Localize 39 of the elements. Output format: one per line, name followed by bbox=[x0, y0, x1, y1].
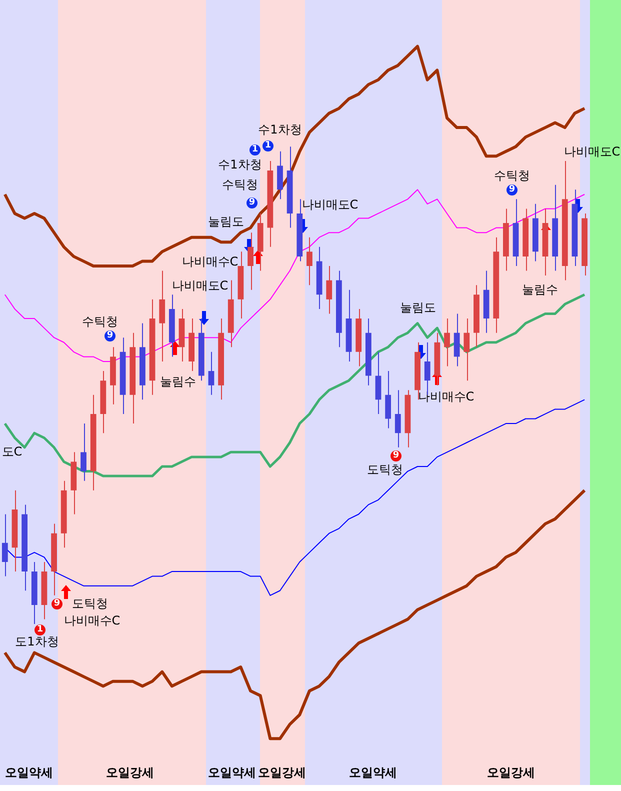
text: 오일강세 bbox=[487, 766, 535, 780]
candlestick bbox=[2, 514, 8, 577]
annotation: 나비매수C bbox=[418, 390, 474, 404]
candlestick bbox=[394, 390, 401, 448]
candlestick bbox=[80, 423, 86, 482]
text: 오일약세 bbox=[208, 766, 256, 780]
annotation: 눌림수 bbox=[160, 374, 196, 388]
candlestick bbox=[454, 313, 460, 367]
text: 오일약세 bbox=[5, 766, 53, 780]
annotation: 나비매수C bbox=[182, 254, 238, 268]
candlestick bbox=[277, 150, 283, 200]
candlestick bbox=[159, 270, 166, 362]
text: 오일강세 bbox=[106, 766, 154, 780]
annotation: 눌림도 bbox=[208, 214, 244, 228]
text: 수1차청 bbox=[258, 122, 302, 136]
text: 오일강세 bbox=[258, 766, 306, 780]
annotation: 도C bbox=[2, 444, 22, 458]
annotation: 도틱청 bbox=[72, 596, 108, 610]
text: 도1차청 bbox=[15, 634, 59, 648]
annotation: 나비매도C bbox=[302, 198, 358, 212]
candlestick bbox=[444, 318, 450, 367]
annotation: 수틱청 bbox=[494, 168, 530, 182]
annotation: 나비매도C bbox=[564, 144, 620, 158]
candlestick bbox=[385, 370, 392, 429]
candlestick bbox=[248, 232, 254, 290]
text: 오일약세 bbox=[349, 766, 397, 780]
annotation: 수틱청 bbox=[222, 178, 258, 192]
annotation: 나비매수C bbox=[64, 614, 120, 628]
candlestick bbox=[326, 265, 332, 314]
annotation: 수틱청 bbox=[82, 314, 118, 328]
candlestick bbox=[306, 236, 312, 286]
annotation: 눌림수 bbox=[522, 282, 558, 296]
annotation: 눌림도 bbox=[400, 300, 436, 314]
annotation: 도틱청 bbox=[367, 462, 403, 476]
candlestick bbox=[464, 318, 470, 382]
annotation: 나비매도C bbox=[172, 278, 228, 292]
annotation: 수1차청 bbox=[218, 158, 262, 172]
candlestick bbox=[208, 351, 214, 396]
candlestick bbox=[375, 351, 382, 414]
